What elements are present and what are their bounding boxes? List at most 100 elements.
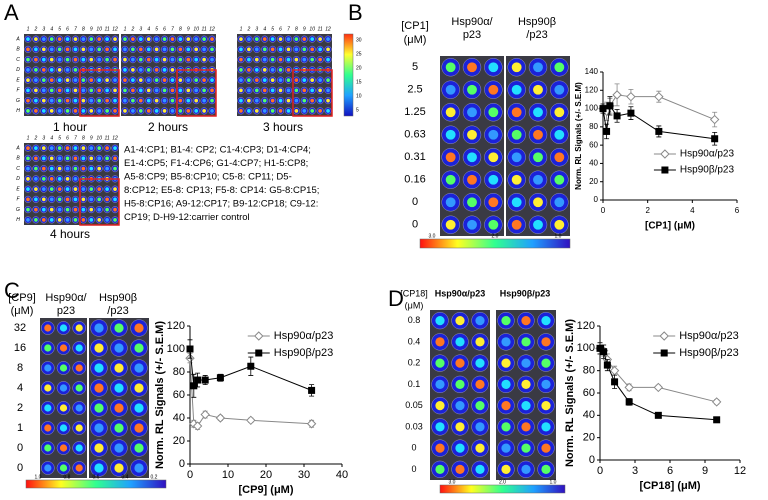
well-signal: [488, 197, 499, 208]
well-signal: [154, 37, 159, 41]
well-signal: [170, 98, 175, 103]
well-signal: [511, 219, 522, 230]
well-signal: [501, 379, 511, 389]
well-signal: [41, 166, 46, 171]
well-signal: [310, 37, 315, 41]
well-signal: [26, 187, 30, 191]
well-signal: [41, 146, 46, 150]
well-signal: [178, 109, 183, 113]
well-signal: [239, 47, 243, 52]
concentration-label: 0: [17, 462, 23, 474]
well-signal: [65, 156, 70, 161]
concentration-label: 0: [411, 464, 416, 474]
well-signal: [105, 197, 109, 202]
x-axis-label: [CP1] (μM): [645, 221, 695, 232]
well-signal: [186, 57, 191, 62]
well-signal: [34, 207, 38, 212]
well-signal: [26, 197, 30, 202]
well-signal: [554, 107, 565, 118]
well-signal: [501, 422, 511, 432]
well-signal: [89, 218, 94, 222]
plate-column-label: 11: [202, 26, 207, 32]
marker: [603, 127, 611, 135]
well-signal: [554, 62, 565, 73]
legend-label: Hsp90α/p23: [680, 149, 735, 160]
well-signal: [57, 187, 62, 191]
well-signal: [286, 37, 291, 41]
plate-column-label: 5: [271, 26, 274, 32]
concentration-label: 4: [17, 382, 23, 394]
well-signal: [81, 197, 86, 202]
conc-header: [CP1]: [401, 20, 429, 32]
well-signal: [511, 129, 522, 140]
highlight-box: [292, 69, 333, 117]
well-signal: [138, 88, 143, 93]
well-signal: [65, 109, 70, 113]
x-tick-label: 3: [632, 465, 638, 477]
well-signal: [97, 57, 102, 62]
well-signal: [134, 383, 144, 393]
well-signal: [113, 166, 117, 171]
marker: [606, 102, 614, 110]
well-signal: [162, 109, 167, 113]
plate-column-label: 12: [112, 26, 118, 32]
well-signal: [247, 68, 251, 72]
well-signal: [162, 98, 167, 103]
well-signal: [154, 47, 159, 52]
plate-column-label: 10: [96, 135, 102, 141]
well-signal: [162, 88, 167, 93]
well-signal: [65, 166, 70, 171]
well-signal: [113, 187, 117, 191]
well-signal: [186, 109, 191, 113]
well-signal: [73, 109, 78, 113]
well-signal: [57, 98, 62, 103]
marker: [186, 345, 194, 353]
well-signal: [310, 78, 315, 82]
well-signal: [94, 323, 104, 333]
well-signal: [521, 401, 531, 411]
concentration-label: 0.1: [408, 379, 421, 389]
well-signal: [49, 187, 54, 191]
well-signal: [94, 403, 104, 413]
well-signal: [123, 109, 127, 113]
plate-row-label: G: [16, 207, 20, 213]
well-signal: [270, 88, 275, 93]
marker: [627, 109, 635, 117]
plate-column-label: 4: [263, 26, 266, 32]
y-tick-label: 120: [585, 85, 599, 94]
well-signal: [178, 88, 183, 93]
well-signal: [26, 109, 30, 113]
marker: [215, 413, 226, 423]
colorbar-label: 15: [356, 79, 362, 85]
marker: [254, 331, 264, 341]
concentration-label: 8: [17, 362, 23, 374]
well-signal: [105, 146, 109, 150]
well-signal: [194, 109, 199, 113]
well-signal: [262, 88, 267, 93]
legend-label: Hsp90β/p23: [679, 347, 739, 359]
well-signal: [154, 109, 159, 113]
highlight-box: [79, 69, 120, 117]
well-signal: [57, 177, 62, 181]
well-signal: [65, 98, 70, 103]
well-signal: [533, 62, 543, 73]
well-signal: [57, 68, 62, 72]
well-signal: [254, 37, 259, 41]
plate-column-label: 10: [309, 26, 315, 32]
well-signal: [89, 88, 94, 93]
well-signal: [44, 364, 52, 372]
well-signal: [89, 47, 94, 52]
well-signal: [533, 84, 543, 95]
well-signal: [41, 156, 46, 161]
well-signal: [57, 166, 62, 171]
well-signal: [455, 316, 465, 326]
well-signal: [59, 404, 68, 412]
well-signal: [170, 68, 175, 72]
well-signal: [138, 37, 143, 41]
well-signal: [34, 177, 38, 181]
well-signal: [44, 384, 52, 392]
plate-image: [237, 34, 332, 116]
marker: [201, 376, 209, 384]
well-signal: [65, 88, 70, 93]
well-signal: [170, 57, 175, 62]
